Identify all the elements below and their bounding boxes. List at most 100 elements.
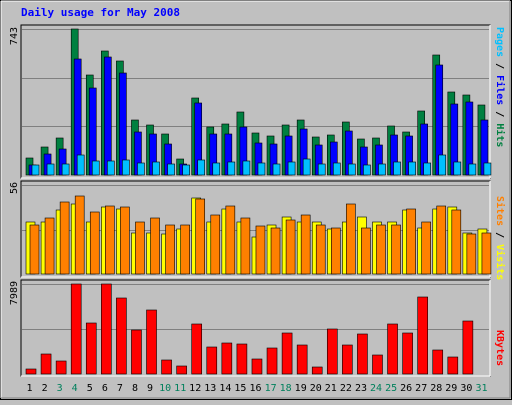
panel-bottom [20,279,491,377]
day-label-18: 18 [280,383,292,394]
middle-bar-sites-1 [29,224,40,275]
middle-bar-sites-4 [74,195,85,275]
top-bar-files-7 [119,72,127,176]
middle-bar-sites-13 [210,214,221,275]
day-label-22: 22 [340,383,352,394]
top-bar-pages-14 [227,161,236,176]
legend-sep-3: / [494,226,505,244]
panel-top-grid [22,29,489,127]
day-label-21: 21 [325,383,337,394]
legend-sep-1: / [494,57,505,75]
middle-bar-sites-12 [195,198,206,275]
day-label-5: 5 [87,383,93,394]
bottom-bar-kbytes-24 [372,354,383,375]
top-bar-pages-8 [137,162,145,176]
top-bar-pages-4 [76,154,85,176]
day-label-26: 26 [400,383,412,394]
bottom-bar-kbytes-3 [55,360,67,375]
middle-bar-sites-11 [180,224,190,275]
day-label-17: 17 [265,383,277,394]
legend-sep-2: / [494,105,505,123]
day-label-1: 1 [26,383,32,394]
panel-middle-bars [25,195,492,275]
top-bar-pages-19 [302,158,311,176]
day-label-11: 11 [174,383,186,394]
bottom-bar-kbytes-6 [101,283,112,375]
top-bar-pages-30 [468,163,477,176]
day-label-10: 10 [159,383,171,394]
middle-bar-sites-24 [376,224,386,275]
middle-bar-sites-9 [150,217,160,275]
top-bar-pages-17 [272,163,281,176]
top-bar-pages-28 [438,154,447,176]
bottom-bar-kbytes-25 [387,323,398,375]
day-label-25: 25 [385,383,397,394]
day-label-30: 30 [460,383,472,394]
bottom-bar-kbytes-10 [161,359,172,375]
middle-bar-sites-21 [330,227,341,275]
top-bar-pages-12 [197,159,206,176]
day-label-9: 9 [147,383,153,394]
day-label-23: 23 [355,383,367,394]
bottom-bar-kbytes-27 [417,296,428,375]
day-label-28: 28 [430,383,442,394]
bottom-bar-kbytes-30 [462,320,474,375]
bottom-bar-kbytes-26 [402,332,413,375]
y-max-label-bottom: 7989 [9,281,20,305]
top-bar-pages-10 [167,163,175,176]
legend-visits: Visits [494,244,506,280]
top-bar-pages-7 [122,159,130,176]
day-label-29: 29 [445,383,457,394]
middle-bar-sites-26 [406,208,416,275]
day-label-20: 20 [310,383,322,394]
top-bar-pages-29 [453,161,462,176]
y-max-label-top: 743 [9,27,20,45]
legend-hits: Hits [494,123,506,147]
middle-bar-sites-25 [391,224,401,275]
top-bar-pages-2 [46,163,55,176]
middle-bar-sites-17 [270,227,281,275]
bottom-bar-kbytes-29 [447,356,459,375]
legend-files: Files [494,75,506,105]
day-label-2: 2 [42,383,48,394]
bottom-bar-kbytes-11 [176,365,187,375]
panel-bottom-grid [22,284,489,330]
top-bar-pages-26 [408,161,416,176]
middle-bar-sites-3 [59,201,70,275]
bottom-bar-kbytes-21 [326,328,338,375]
middle-bar-sites-6 [105,205,115,275]
bottom-bar-kbytes-1 [25,368,37,375]
top-bar-pages-23 [363,164,371,176]
top-bar-pages-13 [212,162,221,176]
middle-bar-sites-27 [421,221,431,275]
middle-bar-sites-18 [285,219,296,275]
middle-bar-sites-19 [300,214,311,275]
legend-sites: Sites [494,196,506,226]
legend-middle: Sites / Visits [494,196,506,280]
day-label-14: 14 [219,383,231,394]
bottom-bar-kbytes-17 [266,347,278,375]
middle-bar-sites-22 [346,203,356,275]
middle-bar-sites-15 [240,217,251,275]
middle-bar-sites-23 [361,227,371,275]
top-bar-pages-22 [348,163,356,176]
top-bar-pages-1 [31,164,40,176]
bottom-bar-kbytes-2 [40,353,52,375]
middle-bar-sites-2 [44,217,55,275]
day-label-24: 24 [370,383,382,394]
top-bar-pages-6 [107,160,115,176]
day-label-7: 7 [117,383,123,394]
day-label-3: 3 [57,383,63,394]
middle-bar-sites-10 [165,224,175,275]
legend-pages: Pages [494,27,505,57]
top-bar-pages-16 [257,162,266,176]
bottom-bar-kbytes-16 [251,358,263,375]
panel-top [20,24,492,179]
bottom-bar-kbytes-28 [432,349,444,375]
day-labels: 1 2 3 4 5 6 7 8 9 10 11 12 13 14 15 16 17 18 19 20 21 22 23 24 2… [26,383,487,394]
bottom-bar-kbytes-23 [357,333,368,375]
top-bar-pages-20 [317,163,326,176]
bottom-bar-kbytes-19 [296,344,308,375]
top-bar-pages-24 [378,163,386,176]
